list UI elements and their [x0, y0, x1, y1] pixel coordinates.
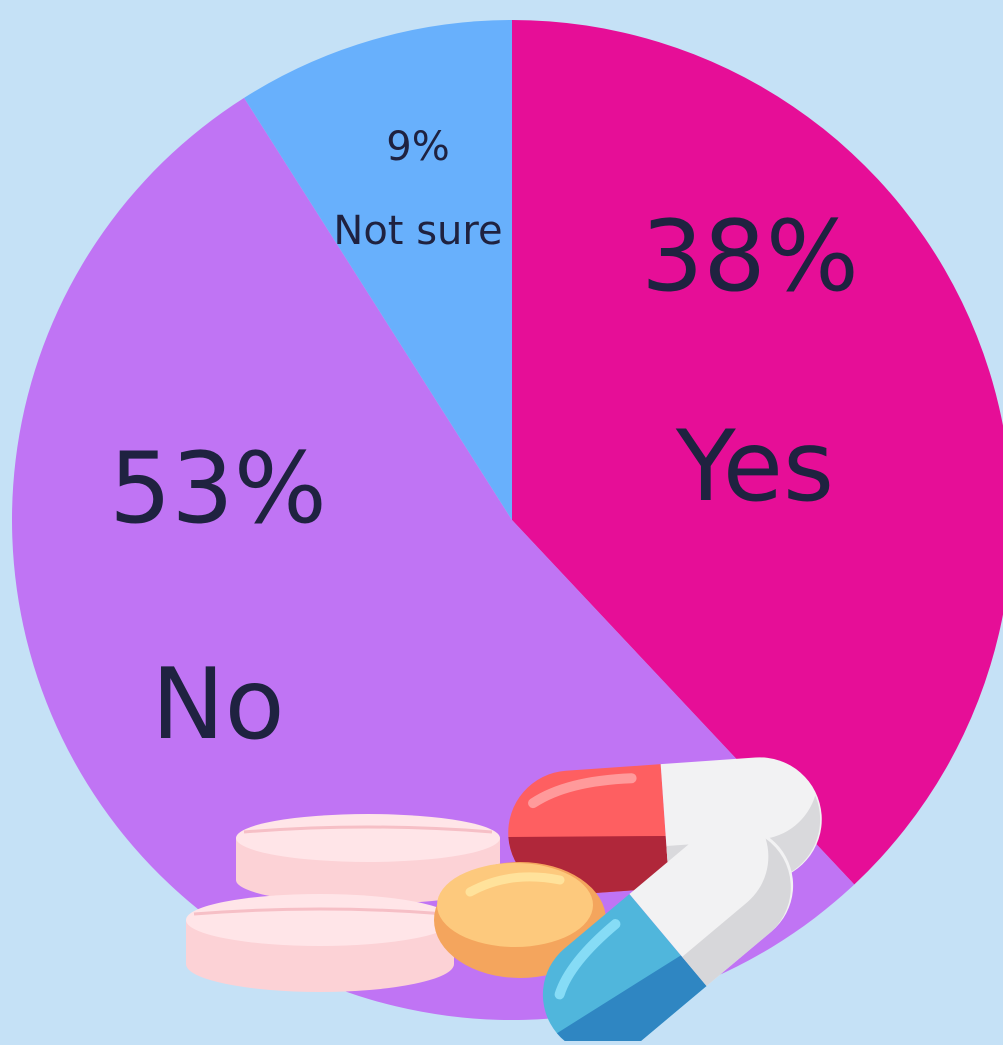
slice-yes-label: Yes — [675, 410, 834, 524]
pie-labels: 38% Yes 53% No 9% Not sure — [109, 124, 859, 762]
pills-icon — [186, 757, 822, 1045]
slice-notsure-percent: 9% — [386, 124, 449, 170]
slice-notsure-label: Not sure — [333, 208, 502, 254]
slice-yes — [512, 20, 1003, 885]
slice-no-percent: 53% — [109, 432, 327, 546]
slice-yes-percent: 38% — [641, 200, 859, 314]
slice-not-sure — [244, 20, 512, 520]
slice-no-label: No — [151, 648, 284, 762]
